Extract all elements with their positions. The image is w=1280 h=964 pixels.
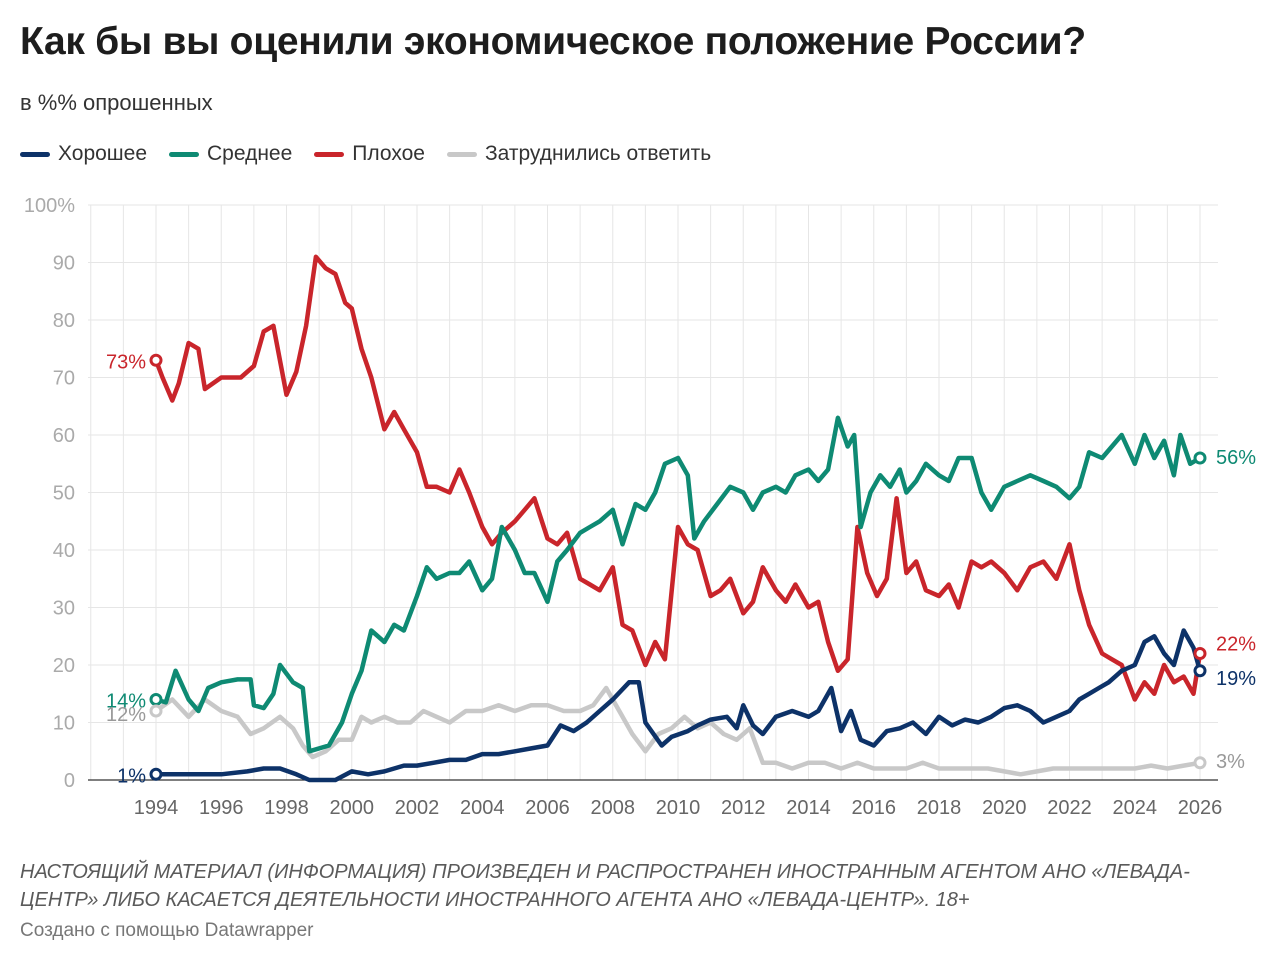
legend-label-average: Среднее — [207, 142, 293, 165]
x-tick-label: 2004 — [460, 797, 505, 819]
chart-subtitle: в %% опрошенных — [20, 90, 213, 115]
x-tick-label: 2012 — [721, 797, 766, 819]
start-marker — [149, 767, 163, 781]
x-tick-label: 2002 — [395, 797, 440, 819]
legend-swatch-good — [20, 151, 50, 157]
end-value-label: 19% — [1216, 668, 1256, 690]
legend-label-undecided: Затруднились ответить — [484, 142, 712, 165]
start-marker — [149, 704, 163, 718]
x-tick-label: 2016 — [852, 797, 897, 819]
start-marker — [149, 693, 163, 706]
x-tick-label: 2014 — [786, 797, 831, 819]
series-line-1 — [153, 415, 1203, 754]
legend-swatch-undecided — [446, 151, 477, 157]
chart-title: Как бы вы оценили экономическое положени… — [20, 20, 1086, 63]
start-value-label: 1% — [117, 765, 146, 787]
legend-item-bad: Плохое — [314, 142, 425, 166]
y-tick-label: 50 — [53, 483, 75, 505]
end-marker — [1193, 451, 1207, 465]
y-tick-label: 90 — [53, 253, 75, 275]
start-value-label: 14% — [106, 691, 146, 713]
x-tick-label: 1994 — [134, 797, 179, 819]
legend-label-good: Хорошее — [58, 142, 148, 165]
foreign-agent-note: НАСТОЯЩИЙ МАТЕРИАЛ (ИНФОРМАЦИЯ) ПРОИЗВЕД… — [20, 861, 1190, 911]
y-tick-label: 10 — [53, 713, 75, 735]
x-tick-label: 2018 — [917, 797, 962, 819]
y-tick-label: 40 — [53, 540, 75, 562]
x-tick-label: 2006 — [525, 797, 570, 819]
start-marker — [149, 353, 163, 367]
legend: Хорошее Среднее Плохое Затруднились отве… — [20, 142, 733, 166]
end-marker — [1193, 756, 1207, 770]
datawrapper-credit: Создано с помощью Datawrapper — [20, 920, 314, 941]
legend-swatch-bad — [314, 151, 345, 157]
legend-item-average: Среднее — [169, 142, 292, 166]
end-value-label: 56% — [1216, 447, 1256, 469]
end-value-label: 3% — [1216, 751, 1245, 773]
line-chart: 0 10 20 30 40 50 60 70 80 90 100% 1994 1996 1998 2000 2… — [24, 195, 1256, 819]
x-tick-label: 1996 — [199, 797, 244, 819]
start-value-label: 12% — [106, 704, 146, 726]
end-value-label: 22% — [1216, 634, 1256, 656]
x-tick-label: 2020 — [982, 797, 1027, 819]
legend-swatch-average — [169, 151, 200, 157]
legend-label-bad: Плохое — [352, 142, 425, 165]
x-tick-label: 1998 — [264, 797, 309, 819]
series-line-0 — [153, 628, 1203, 783]
x-tick-label: 2010 — [656, 797, 701, 819]
x-tick-label: 2022 — [1047, 797, 1092, 819]
series-line-3 — [153, 685, 1203, 777]
x-tick-label: 2000 — [330, 797, 375, 819]
start-value-label: 73% — [106, 351, 146, 373]
x-tick-label: 2024 — [1113, 797, 1158, 819]
legend-item-good: Хорошее — [20, 142, 147, 166]
x-tick-label: 2008 — [591, 797, 636, 819]
end-marker — [1193, 664, 1207, 678]
y-tick-label: 0 — [64, 770, 75, 792]
y-tick-label: 20 — [53, 655, 75, 677]
y-tick-label: 60 — [53, 425, 75, 447]
legend-item-undecided: Затруднились ответить — [446, 142, 712, 166]
end-marker — [1193, 647, 1207, 660]
y-tick-label: 30 — [53, 598, 75, 620]
y-tick-label: 100% — [24, 195, 75, 217]
y-tick-label: 70 — [53, 368, 75, 390]
series-line-2 — [153, 254, 1203, 702]
x-tick-label: 2026 — [1178, 797, 1223, 819]
y-tick-label: 80 — [53, 310, 75, 332]
